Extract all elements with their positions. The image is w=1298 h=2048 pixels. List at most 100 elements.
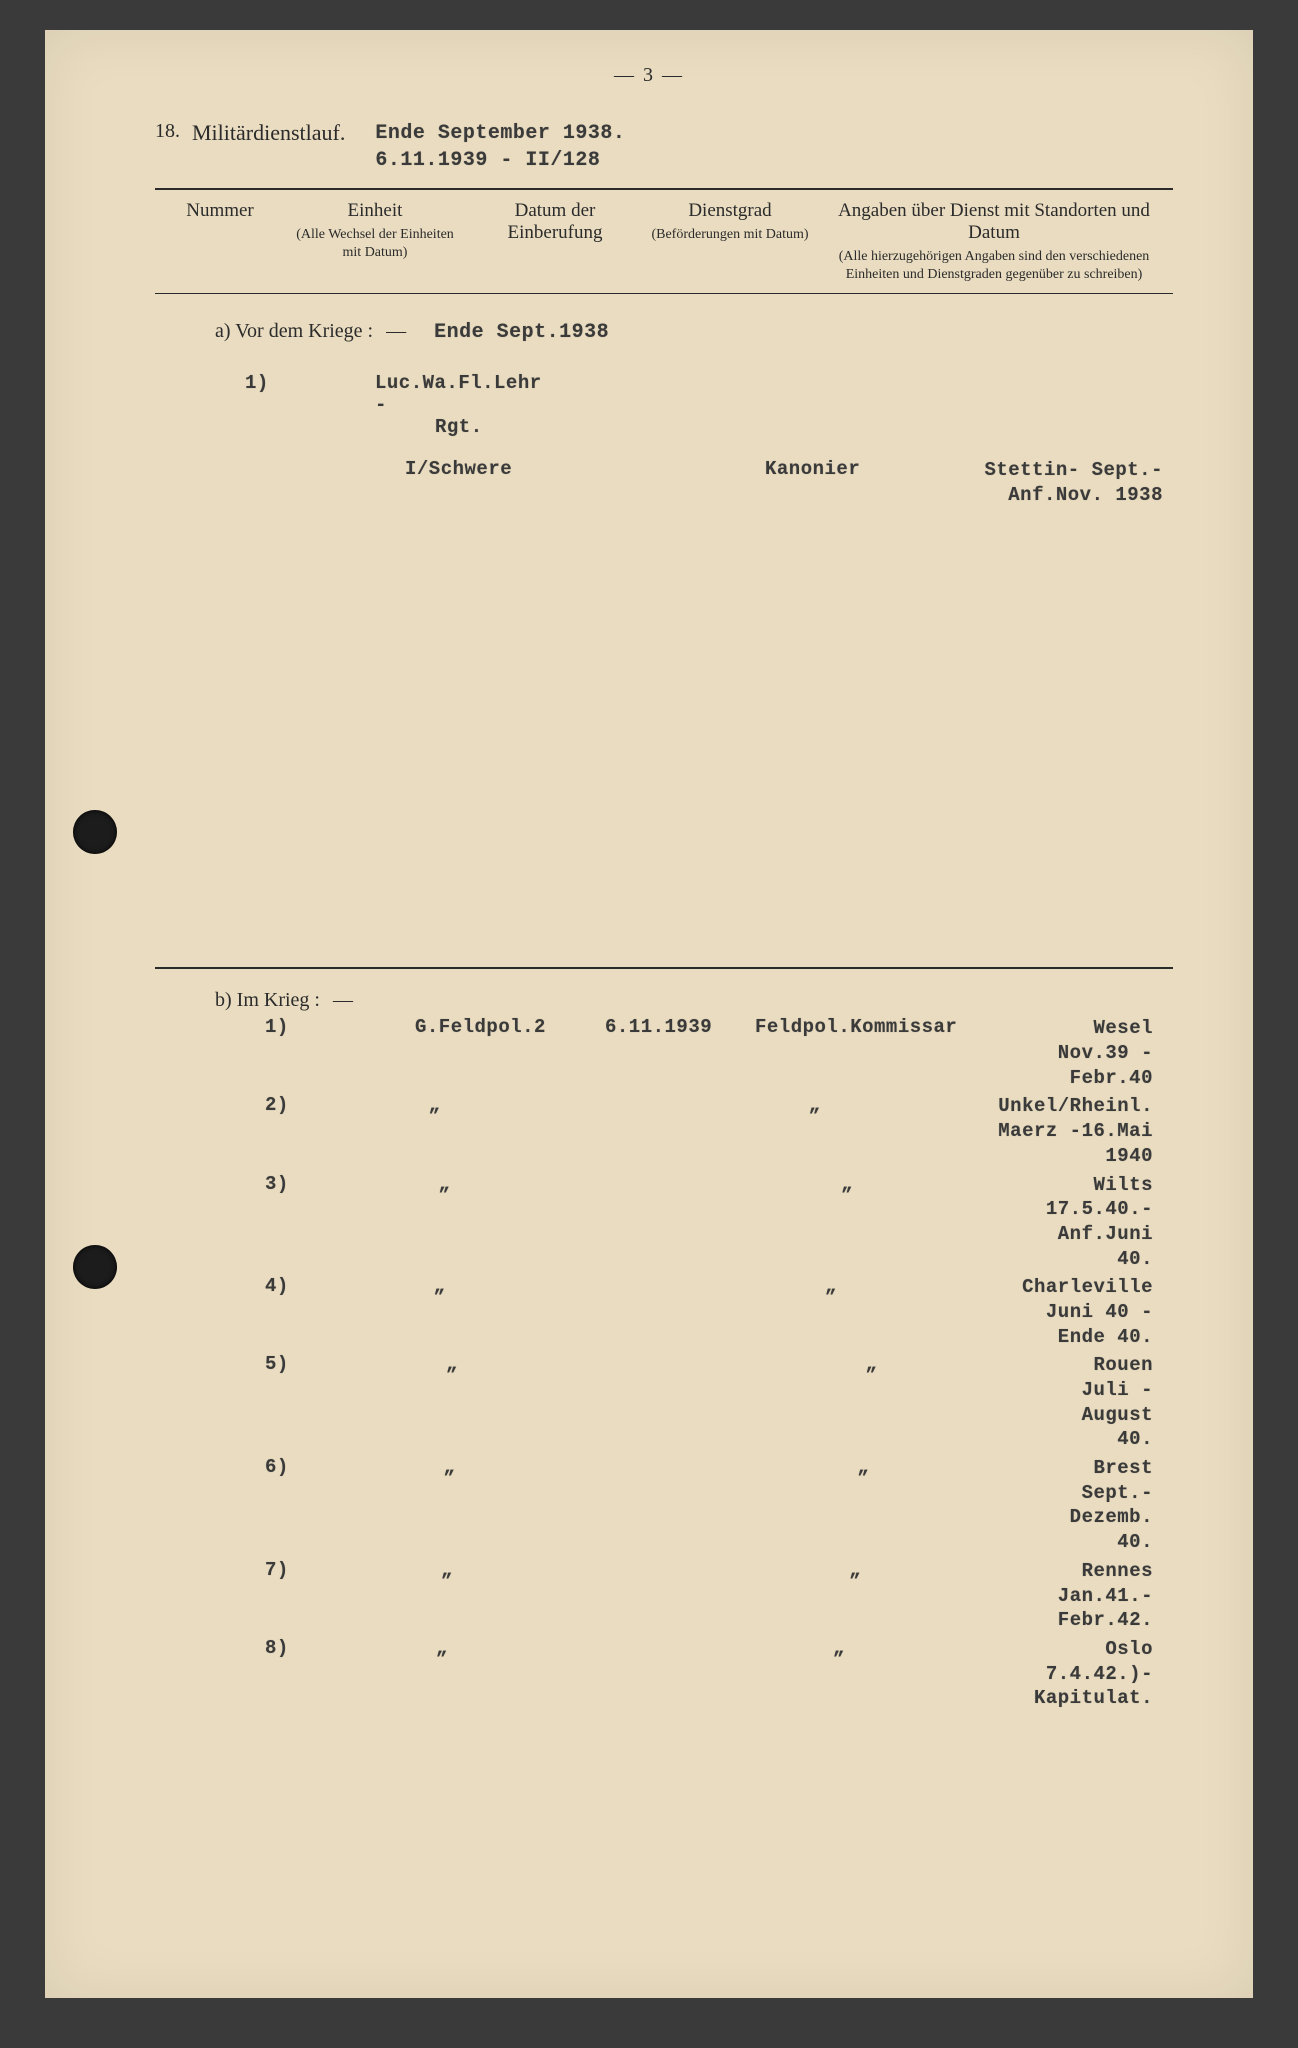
cell-angaben: RennesJan.41.-Febr.42. [1058,1559,1173,1633]
col-label: Dienstgrad [651,200,809,222]
subsection-label: a) [215,320,231,342]
angaben-location: Rouen [1082,1353,1153,1378]
angaben-location: Charleville [1022,1275,1153,1300]
angaben-date: 17.5.40.-Anf.Juni 40. [1046,1197,1153,1271]
angaben-location: Brest [1070,1456,1153,1481]
angaben-location: Rennes [1058,1559,1153,1584]
typed-line: 6.11.1939 - II/128 [375,149,600,172]
col-dienstgrad: Dienstgrad (Beförderungen mit Datum) [645,200,815,283]
cell-einheit: „ [406,1353,625,1375]
cell-angaben: Oslo7.4.42.)-Kapitulat. [1034,1637,1173,1711]
angaben-date: 7.4.42.)-Kapitulat. [1034,1662,1153,1711]
section-title: Militärdienstlauf. [192,120,345,146]
table-row: I/Schwere Kanonier Stettin- Sept.-Anf.No… [155,458,1173,507]
table-row: 1) Luc.Wa.Fl.Lehr - Rgt. [155,372,1173,438]
col-label: Datum der Einberufung [471,200,639,244]
col-datum: Datum der Einberufung [465,200,645,283]
cell-dienstgrad: „ [709,1094,999,1116]
cell-dienstgrad: Feldpol.Kommissar [755,1016,985,1038]
cell-dienstgrad: Kanonier [765,458,935,480]
subsection-b-header: b) Im Krieg : — [155,989,1173,1012]
punch-hole [73,810,117,854]
cell-nummer: 7) [155,1559,401,1581]
angaben-location: Wilts [1046,1173,1153,1198]
cell-einheit: „ [394,1275,597,1297]
cell-datum: 6.11.1939 [605,1016,755,1038]
cell-angaben: WeselNov.39 - Febr.40 [985,1016,1173,1090]
table-row: 5)„„RouenJuli - August 40. [155,1353,1173,1452]
cell-nummer: 5) [155,1353,406,1375]
einheit-line: Rgt. [435,416,483,438]
cell-nummer: 2) [155,1094,389,1116]
angaben-date: Nov.39 - Febr.40 [985,1041,1153,1090]
col-sublabel: (Alle hierzugehörigen Angaben sind den v… [821,248,1167,283]
subsection-typed-date: Ende Sept.1938 [434,321,609,344]
cell-nummer: 6) [155,1456,403,1478]
dash: — [386,320,406,342]
punch-hole [73,1245,117,1289]
angaben-location: Oslo [1034,1637,1153,1662]
subsection-title: Im Krieg : [237,989,320,1011]
subsection-title: Vor dem Kriege : [235,320,373,342]
col-label: Angaben über Dienst mit Standorten und D… [821,200,1167,244]
table-row: 6)„„BrestSept.-Dezemb. 40. [155,1456,1173,1555]
section-b-rows: 1)G.Feldpol.26.11.1939Feldpol.KommissarW… [155,1016,1173,1711]
col-einheit: Einheit (Alle Wechsel der Einheiten mit … [285,200,465,283]
angaben-date: Jan.41.-Febr.42. [1058,1584,1153,1633]
page-number: — 3 — [614,64,684,87]
section-header: 18. Militärdienstlauf. Ende September 19… [155,120,1173,174]
table-row: 2)„„Unkel/Rheinl.Maerz -16.Mai 1940 [155,1094,1173,1168]
scan-frame: — 3 — 18. Militärdienstlauf. Ende Septem… [0,0,1298,2048]
cell-angaben: Unkel/Rheinl.Maerz -16.Mai 1940 [998,1094,1173,1168]
col-angaben: Angaben über Dienst mit Standorten und D… [815,200,1173,283]
einheit-line: Luc.Wa.Fl.Lehr - [375,372,542,416]
cell-dienstgrad: „ [749,1559,1058,1581]
col-sublabel: (Alle Wechsel der Einheiten mit Datum) [291,226,459,261]
section-number: 18. [155,120,180,143]
cell-dienstgrad: „ [765,1353,1081,1375]
cell-angaben: BrestSept.-Dezemb. 40. [1070,1456,1173,1555]
cell-nummer: 4) [155,1275,394,1297]
cell-nummer: 3) [155,1173,399,1195]
angaben-text: Stettin- Sept.-Anf.Nov. 1938 [984,459,1163,506]
cell-dienstgrad: „ [757,1456,1069,1478]
cell-dienstgrad: „ [725,1275,1022,1297]
cell-angaben: Stettin- Sept.-Anf.Nov. 1938 [935,458,1173,507]
cell-einheit: „ [389,1094,586,1116]
column-headers: Nummer Einheit (Alle Wechsel der Einheit… [155,200,1173,283]
cell-einheit: Luc.Wa.Fl.Lehr - Rgt. [375,372,555,438]
rule-thick [155,188,1173,190]
table-row: 3)„„Wilts17.5.40.-Anf.Juni 40. [155,1173,1173,1272]
col-label: Einheit [291,200,459,222]
angaben-date: Juni 40 - Ende 40. [1022,1300,1153,1349]
table-row: 7)„„RennesJan.41.-Febr.42. [155,1559,1173,1633]
table-row: 8)„„Oslo7.4.42.)-Kapitulat. [155,1637,1173,1711]
angaben-location: Wesel [985,1016,1153,1041]
cell-einheit: „ [399,1173,608,1195]
cell-einheit: „ [403,1456,618,1478]
cell-dienstgrad: „ [733,1637,1034,1659]
cell-einheit: G.Feldpol.2 [415,1016,605,1038]
angaben-date: Juli - August 40. [1082,1378,1153,1452]
cell-nummer: 1) [155,372,375,394]
angaben-date: Sept.-Dezemb. 40. [1070,1481,1153,1555]
angaben-location: Unkel/Rheinl. [998,1094,1153,1119]
rule-separator [155,967,1173,969]
cell-einheit: I/Schwere [375,458,585,480]
cell-angaben: CharlevilleJuni 40 - Ende 40. [1022,1275,1173,1349]
cell-einheit: „ [396,1637,602,1659]
col-sublabel: (Beförderungen mit Datum) [651,226,809,244]
col-label: Nummer [161,200,279,222]
table-row: 1)G.Feldpol.26.11.1939Feldpol.KommissarW… [155,1016,1173,1090]
angaben-date: Maerz -16.Mai 1940 [998,1119,1153,1168]
cell-angaben: Wilts17.5.40.-Anf.Juni 40. [1046,1173,1173,1272]
col-nummer: Nummer [155,200,285,283]
cell-angaben: RouenJuli - August 40. [1082,1353,1173,1452]
header-typed-text: Ende September 1938. 6.11.1939 - II/128 [375,120,625,174]
cell-einheit: „ [401,1559,613,1581]
document-page: — 3 — 18. Militärdienstlauf. Ende Septem… [45,30,1253,1998]
cell-nummer: 8) [155,1637,396,1659]
subsection-a-header: a) Vor dem Kriege : — Ende Sept.1938 [155,320,1173,344]
cell-nummer: 1) [155,1016,415,1038]
cell-dienstgrad: „ [741,1173,1046,1195]
